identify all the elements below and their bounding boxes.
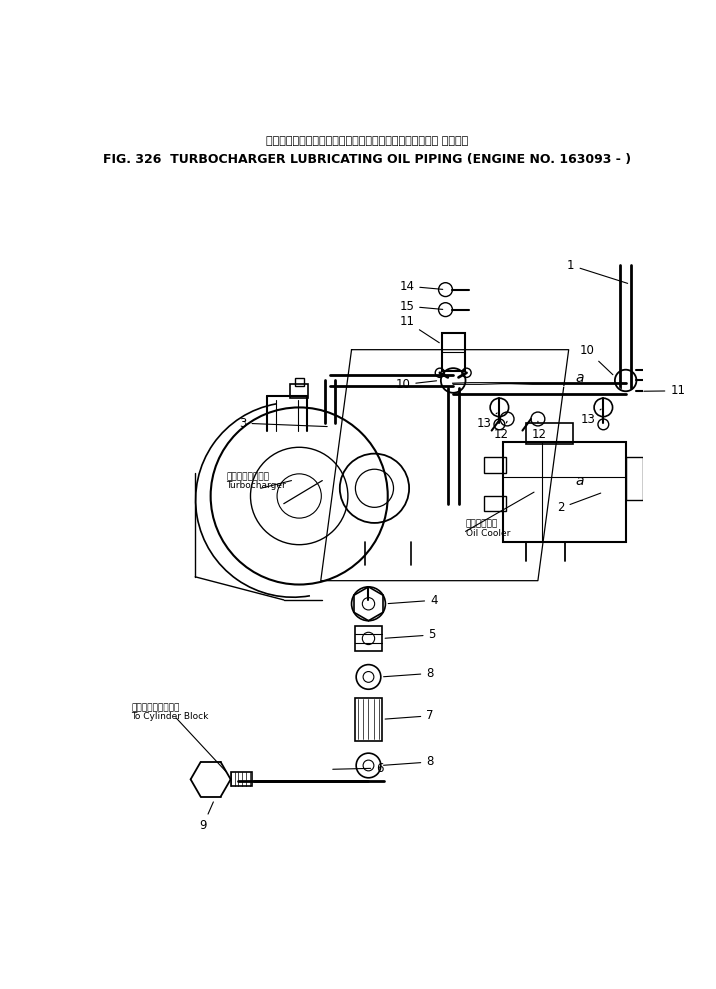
Text: 1: 1 [567, 259, 628, 284]
Bar [442, 332, 465, 371]
Bar [484, 495, 505, 511]
Bar [290, 385, 309, 399]
Text: 12: 12 [532, 421, 547, 441]
Text: ターボチャージャ: ターボチャージャ [226, 472, 269, 481]
Text: オイルクーラ: オイルクーラ [465, 520, 498, 529]
Text: FIG. 326  TURBOCHARGER LUBRICATING OIL PIPING (ENGINE NO. 163093 - ): FIG. 326 TURBOCHARGER LUBRICATING OIL PI… [103, 153, 631, 166]
Text: 4: 4 [388, 593, 437, 607]
Text: a: a [575, 474, 584, 488]
Text: 15: 15 [400, 300, 442, 313]
Text: 13: 13 [476, 413, 497, 429]
Bar [354, 626, 382, 651]
Text: 7: 7 [385, 709, 434, 722]
Text: a: a [575, 371, 584, 385]
Text: 14: 14 [400, 280, 442, 293]
Text: 12: 12 [493, 421, 508, 441]
Text: 2: 2 [557, 494, 601, 514]
Text: 10: 10 [395, 378, 437, 392]
Bar [294, 378, 304, 386]
Text: 8: 8 [384, 667, 434, 679]
Bar [526, 423, 573, 444]
Bar [354, 697, 382, 741]
Text: Oil Cooler: Oil Cooler [465, 529, 510, 538]
Text: 13: 13 [580, 409, 601, 426]
Bar [231, 772, 252, 786]
Text: 6: 6 [333, 762, 384, 774]
Text: シリンダブロックへ: シリンダブロックへ [131, 703, 180, 712]
Bar [484, 458, 505, 473]
Text: 10: 10 [579, 343, 613, 375]
Bar [503, 442, 626, 542]
Text: 8: 8 [384, 756, 434, 768]
Text: 3: 3 [239, 416, 327, 429]
Text: 9: 9 [199, 802, 213, 833]
Bar [626, 458, 644, 499]
Text: 11: 11 [400, 315, 440, 343]
Text: Turbocharger: Turbocharger [226, 482, 286, 491]
Text: To Cylinder Block: To Cylinder Block [131, 712, 208, 721]
Text: ターボチャージャルーブリケーティングオイルパイピング 適用号機: ターボチャージャルーブリケーティングオイルパイピング 適用号機 [266, 135, 468, 145]
Text: 11: 11 [644, 385, 685, 398]
Text: 5: 5 [385, 628, 436, 642]
